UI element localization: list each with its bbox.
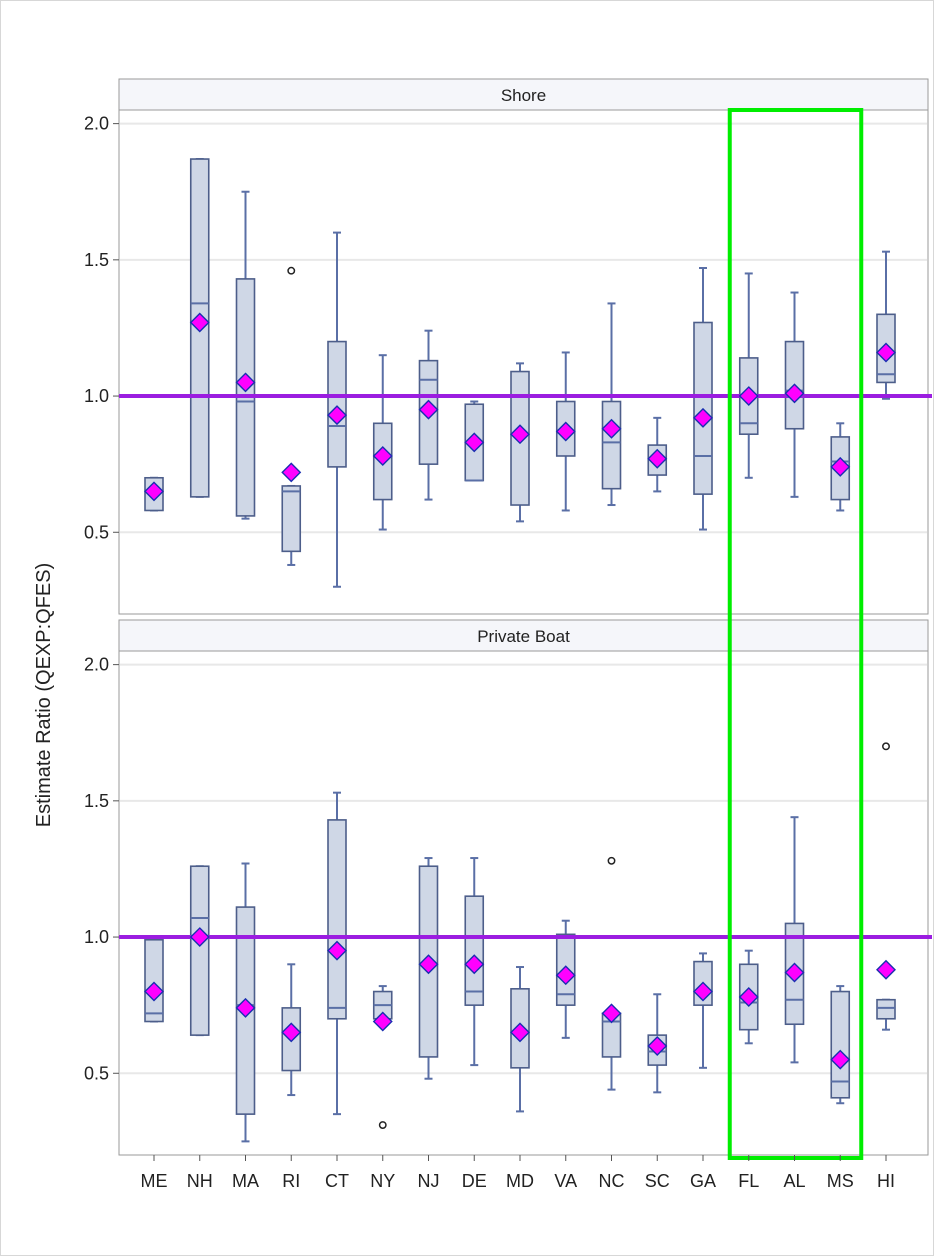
iqr-box — [328, 820, 346, 1019]
x-tick-label: MS — [827, 1171, 854, 1191]
x-tick-label: NY — [370, 1171, 395, 1191]
panels-layer: Shore 0.5 1.0 1.5 2.0 Private Boat 0.5 1.0 1.5 2.… — [84, 79, 932, 1155]
iqr-box — [191, 866, 209, 1035]
y-tick-label: 1.5 — [84, 791, 109, 811]
box-me — [145, 940, 163, 1022]
iqr-box — [465, 896, 483, 1005]
x-tick-label: MA — [232, 1171, 259, 1191]
x-tick-label: NJ — [418, 1171, 440, 1191]
x-tick-label: VA — [554, 1171, 577, 1191]
y-tick-label: 1.5 — [84, 250, 109, 270]
x-tick-label: RI — [282, 1171, 300, 1191]
panel-private-boat: Private Boat 0.5 1.0 1.5 2.0 — [84, 620, 932, 1155]
y-axis-title: Estimate Ratio (QEXP:QFES) — [33, 563, 55, 828]
x-tick-label: HI — [877, 1171, 895, 1191]
y-tick-label: 1.0 — [84, 927, 109, 947]
box-nh — [191, 866, 209, 1035]
x-tick-label: NH — [187, 1171, 213, 1191]
x-tick-label: DE — [462, 1171, 487, 1191]
x-tick-label: AL — [783, 1171, 805, 1191]
iqr-box — [145, 940, 163, 1022]
y-tick-label: 1.0 — [84, 386, 109, 406]
x-tick-label: SC — [645, 1171, 670, 1191]
iqr-box — [328, 342, 346, 467]
x-tick-label: FL — [738, 1171, 759, 1191]
y-tick-label: 0.5 — [84, 1063, 109, 1083]
panel-shore: Shore 0.5 1.0 1.5 2.0 — [84, 79, 932, 614]
y-tick-label: 2.0 — [84, 655, 109, 675]
x-tick-label: ME — [141, 1171, 168, 1191]
x-tick-label: MD — [506, 1171, 534, 1191]
x-tick-label: GA — [690, 1171, 716, 1191]
iqr-box — [877, 1000, 895, 1019]
box-ms — [831, 986, 849, 1103]
x-tick-label: CT — [325, 1171, 349, 1191]
iqr-box — [603, 402, 621, 489]
x-tick-label: NC — [599, 1171, 625, 1191]
iqr-box — [282, 486, 300, 551]
panel-title: Private Boat — [477, 627, 570, 646]
axis-layer: ME NH MA RI CT NY NJ DE MD VA NC SC GA FL AL MS HI — [141, 1155, 896, 1191]
y-tick-label: 0.5 — [84, 522, 109, 542]
panel-title: Shore — [501, 86, 546, 105]
y-tick-label: 2.0 — [84, 114, 109, 134]
